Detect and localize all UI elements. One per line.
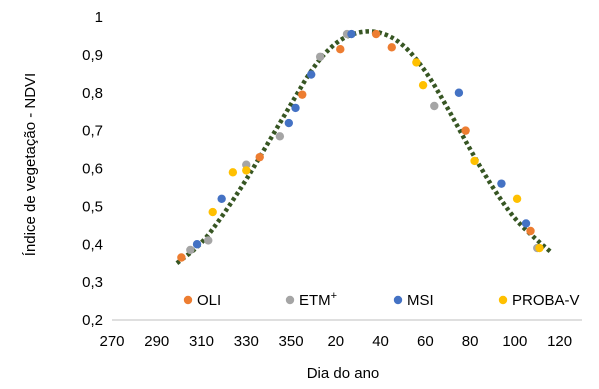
legend-label-proba-v: PROBA-V (512, 292, 580, 309)
data-point-msi (291, 103, 300, 113)
x-tick-label: 120 (547, 333, 572, 350)
y-tick-label: 0,3 (82, 274, 103, 291)
data-point-etm (275, 132, 285, 141)
data-point-etm (315, 52, 325, 61)
data-point-msi (497, 179, 506, 188)
data-point-msi (217, 194, 226, 203)
x-tick-label: 270 (99, 333, 124, 350)
legend-label-oli: OLI (197, 292, 221, 309)
data-point-proba-v (228, 168, 238, 177)
x-tick-label: 20 (327, 333, 344, 350)
data-point-proba-v (535, 243, 544, 253)
data-point-oli (336, 44, 345, 54)
data-point-msi (306, 70, 316, 79)
data-point-oli (371, 29, 381, 39)
y-tick-label: 0,5 (82, 198, 103, 215)
data-point-oli (177, 253, 186, 262)
data-point-oli (255, 152, 264, 162)
data-point-msi (454, 88, 464, 97)
y-tick-label: 0,2 (82, 312, 103, 329)
legend-label-msi: MSI (407, 292, 434, 309)
data-point-oli (526, 226, 535, 236)
y-tick-label: 0,4 (82, 236, 103, 253)
x-tick-label: 80 (462, 333, 479, 350)
data-point-msi (347, 29, 356, 39)
data-point-etm (430, 101, 439, 111)
data-point-proba-v (512, 194, 522, 203)
data-point-msi (521, 219, 531, 228)
fitted-curve (175, 29, 553, 265)
data-point-proba-v (412, 58, 421, 67)
data-point-msi (284, 118, 294, 128)
x-tick-label: 290 (144, 333, 169, 350)
legend-marker-etm (285, 295, 295, 305)
data-point-proba-v (470, 156, 479, 166)
data-point-proba-v (418, 80, 428, 90)
x-tick-label: 40 (372, 333, 389, 350)
data-point-oli (387, 43, 396, 52)
data-point-proba-v (208, 207, 217, 217)
x-tick-label: 60 (417, 333, 434, 350)
y-tick-label: 1 (95, 9, 103, 26)
data-point-proba-v (242, 166, 251, 175)
data-point-etm (204, 236, 213, 245)
y-tick-label: 0,8 (82, 85, 103, 102)
x-tick-label: 310 (189, 333, 214, 350)
x-tick-label: 350 (279, 333, 304, 350)
data-point-oli (461, 126, 470, 135)
y-tick-label: 0,7 (82, 123, 103, 140)
data-point-oli (298, 90, 307, 99)
x-tick-label: 330 (234, 333, 259, 350)
data-point-etm (186, 245, 195, 255)
y-axis-title: Índice de vegetação - NDVI (22, 73, 39, 256)
y-tick-label: 0,6 (82, 161, 103, 178)
x-tick-label: 100 (502, 333, 527, 350)
legend-label-etm: ETM+ (299, 290, 337, 309)
x-axis-title: Dia do ano (307, 365, 380, 382)
data-point-msi (192, 240, 202, 249)
legend-marker-proba-v (498, 295, 508, 305)
legend-marker-oli (183, 295, 193, 305)
legend-marker-msi (393, 295, 403, 305)
y-tick-label: 0,9 (82, 47, 103, 64)
